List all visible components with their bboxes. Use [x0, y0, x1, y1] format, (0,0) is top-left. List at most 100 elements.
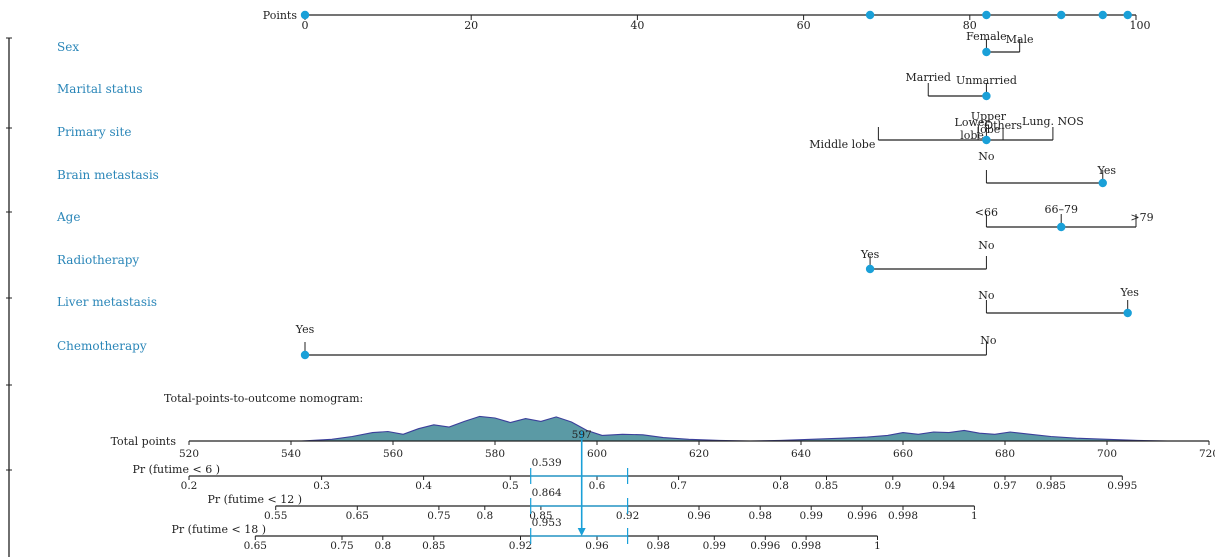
variable-level-label: <66 [975, 206, 998, 219]
probability-axis-tick-label: 0.5 [502, 480, 519, 492]
variable-level-label: Others [984, 119, 1022, 132]
probability-axis-label: Pr (futime < 12 ) [208, 493, 302, 506]
variable-label: Chemotherapy [57, 339, 147, 353]
probability-axis-tick-label: 1 [874, 540, 881, 552]
probability-axis-tick-label: 0.3 [313, 480, 330, 492]
variable-label: Liver metastasis [57, 295, 157, 309]
points-axis-tick-label: 60 [797, 19, 811, 32]
variable-label: Radiotherapy [57, 253, 139, 267]
total-points-tick-label: 600 [587, 448, 607, 460]
variable-level-label: Yes [1097, 164, 1117, 177]
points-axis-tick-label: 80 [963, 19, 977, 32]
variable-label: Age [56, 210, 80, 224]
probability-axis-tick-label: 0.996 [750, 540, 780, 552]
probability-axis-tick-label: 0.998 [791, 540, 821, 552]
total-points-tick-label: 620 [689, 448, 709, 460]
probability-axis-tick-label: 0.85 [529, 510, 552, 522]
variable-level-label: Female [966, 30, 1007, 43]
selected-level-marker [1098, 178, 1107, 188]
selected-level-marker [1057, 222, 1066, 232]
total-points-tick-label: 700 [1097, 448, 1117, 460]
variable-level-label: Upper [971, 110, 1007, 123]
probability-axis-tick-label: 0.65 [346, 510, 369, 522]
variable-level-label: lobe [960, 129, 984, 142]
probability-axis-tick-label: 0.96 [585, 540, 609, 552]
selected-level-marker [982, 135, 991, 145]
probability-axis-tick-label: 0.99 [703, 540, 726, 552]
variable-level-label: Lower [955, 116, 991, 129]
variable-level-label: No [978, 239, 995, 252]
variable-level-label: 66–79 [1044, 203, 1078, 216]
variable-label: Sex [57, 40, 79, 54]
probability-axis-tick-label: 0.985 [1036, 480, 1066, 492]
probability-estimate-label: 0.864 [532, 487, 562, 499]
probability-axis-tick-label: 0.7 [670, 480, 687, 492]
probability-axis-tick-label: 0.85 [422, 540, 445, 552]
points-axis-tick-label: 0 [302, 19, 309, 32]
selected-level-marker [982, 47, 991, 57]
probability-axis-tick-label: 0.94 [932, 480, 956, 492]
total-points-tick-label: 720 [1199, 448, 1215, 460]
points-axis-marker [1123, 10, 1132, 20]
total-points-tick-label: 540 [281, 448, 301, 460]
total-points-density [301, 415, 1169, 442]
variable-level-label: Middle lobe [809, 138, 875, 151]
selected-level-marker [982, 91, 991, 101]
selected-level-marker [1123, 308, 1132, 318]
variable-level-label: Yes [1119, 286, 1139, 299]
probability-axis-tick-label: 0.98 [647, 540, 670, 552]
total-points-tick-label: 640 [791, 448, 811, 460]
probability-axis-tick-label: 0.99 [800, 510, 823, 522]
probability-estimate-label: 0.539 [532, 457, 562, 469]
variable-level-label: No [980, 334, 997, 347]
points-axis-label: Points [263, 9, 298, 22]
nomogram-subtitle: Total-points-to-outcome nomogram: [164, 392, 363, 405]
total-points-marked-value: 597 [572, 429, 592, 441]
variable-level-label: No [978, 289, 995, 302]
probability-axis-tick-label: 0.75 [330, 540, 353, 552]
selected-level-marker [865, 264, 875, 274]
total-points-tick-label: 580 [485, 448, 505, 460]
probability-axis-tick-label: 0.55 [264, 510, 287, 522]
probability-axis-tick-label: 0.85 [815, 480, 838, 492]
points-axis-marker [982, 10, 991, 20]
probability-axis-tick-label: 0.9 [884, 480, 901, 492]
variable-level-label: lobe [977, 123, 1001, 136]
probability-axis-label: Pr (futime < 6 ) [133, 463, 220, 476]
probability-axis-label: Pr (futime < 18 ) [172, 523, 266, 536]
variable-level-label: No [978, 150, 995, 163]
variable-level-label: Unmarried [956, 74, 1017, 87]
variable-label: Marital status [57, 82, 143, 96]
probability-axis-tick-label: 0.8 [374, 540, 391, 552]
variable-level-label: Yes [860, 248, 880, 261]
points-axis-marker [300, 10, 310, 20]
total-points-tick-label: 660 [893, 448, 913, 460]
variable-level-label: Yes [295, 323, 315, 336]
probability-axis-tick-label: 0.8 [772, 480, 789, 492]
probability-axis-tick-label: 0.2 [181, 480, 198, 492]
selected-level-marker [300, 350, 310, 360]
total-points-tick-label: 560 [383, 448, 403, 460]
points-axis-marker [865, 10, 875, 20]
probability-axis-tick-label: 0.65 [244, 540, 267, 552]
total-points-tick-label: 520 [179, 448, 199, 460]
probability-axis-tick-label: 0.96 [687, 510, 711, 522]
variable-level-label: Lung. NOS [1022, 115, 1084, 128]
total-points-tick-label: 680 [995, 448, 1015, 460]
probability-axis-tick-label: 0.75 [427, 510, 450, 522]
projection-arrow-head [577, 528, 586, 536]
probability-estimate-label: 0.953 [532, 517, 562, 529]
total-points-label: Total points [111, 435, 177, 448]
probability-axis-tick-label: 0.995 [1107, 480, 1137, 492]
probability-axis-tick-label: 1 [971, 510, 978, 522]
variable-level-label: Male [1006, 33, 1034, 46]
probability-axis-tick-label: 0.6 [589, 480, 606, 492]
probability-axis-tick-label: 0.4 [415, 480, 432, 492]
probability-axis-tick-label: 0.97 [993, 480, 1016, 492]
points-axis-marker [1057, 10, 1066, 20]
probability-axis-tick-label: 0.92 [616, 510, 639, 522]
points-axis-tick-label: 20 [464, 19, 478, 32]
variable-level-label: Married [906, 71, 951, 84]
probability-axis-tick-label: 0.98 [749, 510, 772, 522]
